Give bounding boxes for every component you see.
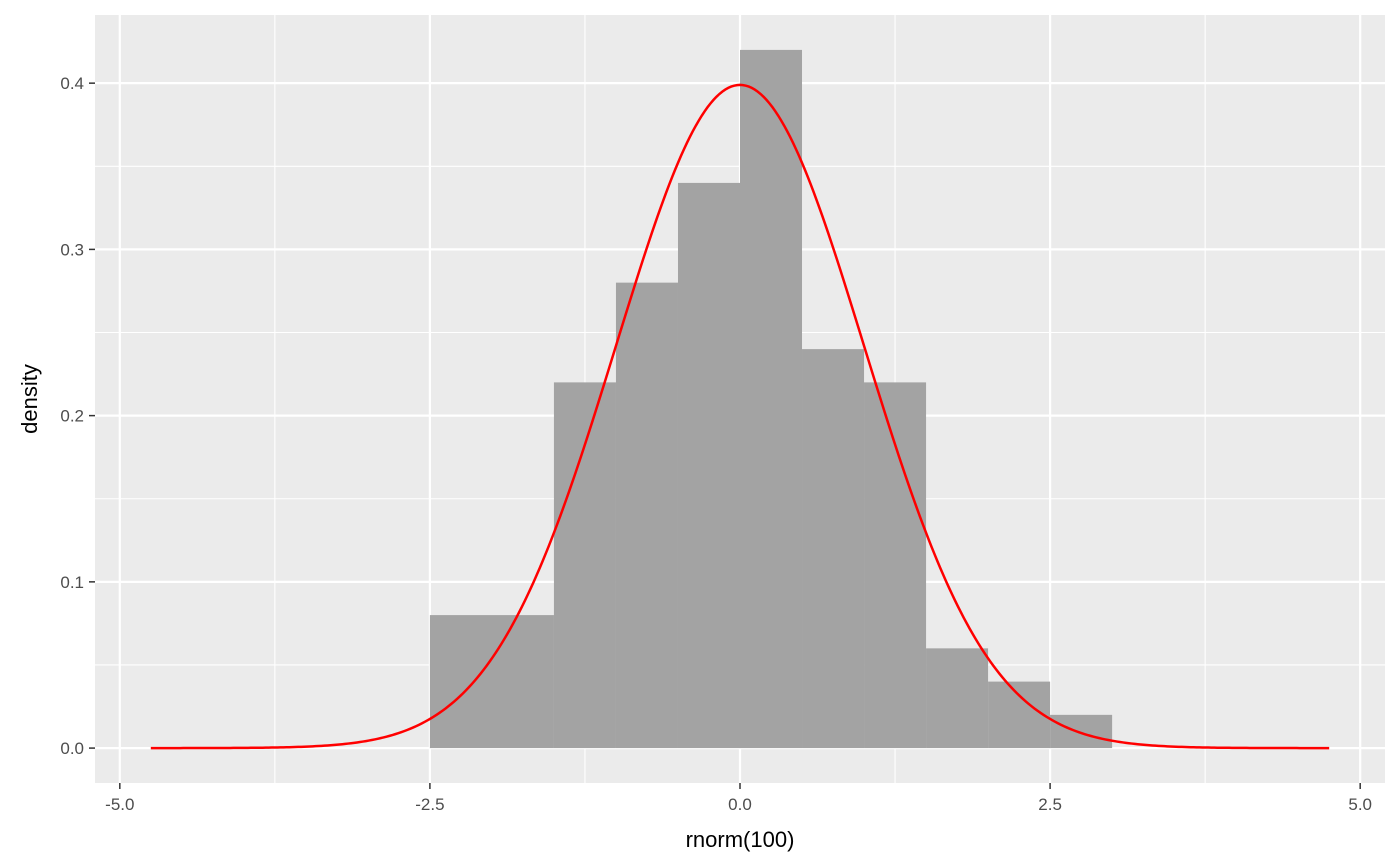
histogram-bar (615, 282, 678, 749)
x-axis-title: rnorm(100) (686, 827, 795, 852)
histogram-bar (926, 648, 989, 749)
histogram-bar (429, 615, 554, 749)
histogram-bar (677, 182, 740, 749)
y-tick-label: 0.4 (60, 74, 84, 93)
histogram-bar (740, 49, 803, 749)
histogram-bars (429, 49, 1113, 749)
y-tick-label: 0.3 (60, 240, 84, 259)
y-axis-title: density (17, 364, 42, 434)
y-tick-label: 0.0 (60, 739, 84, 758)
histogram-bar (1050, 714, 1113, 749)
y-tick-label: 0.2 (60, 407, 84, 426)
histogram-bar (553, 382, 616, 749)
y-axis: 0.0 0.1 0.2 0.3 0.4 (60, 74, 95, 758)
x-axis: -5.0 -2.5 0.0 2.5 5.0 (105, 783, 1372, 814)
histogram-bar (802, 349, 865, 749)
histogram-bar (864, 382, 927, 749)
x-tick-label: -5.0 (105, 795, 134, 814)
histogram-bar (988, 681, 1051, 749)
x-tick-label: 5.0 (1348, 795, 1372, 814)
y-tick-label: 0.1 (60, 573, 84, 592)
x-tick-label: 2.5 (1038, 795, 1062, 814)
x-tick-label: 0.0 (728, 795, 752, 814)
x-tick-label: -2.5 (415, 795, 444, 814)
density-curve (150, 83, 1330, 750)
